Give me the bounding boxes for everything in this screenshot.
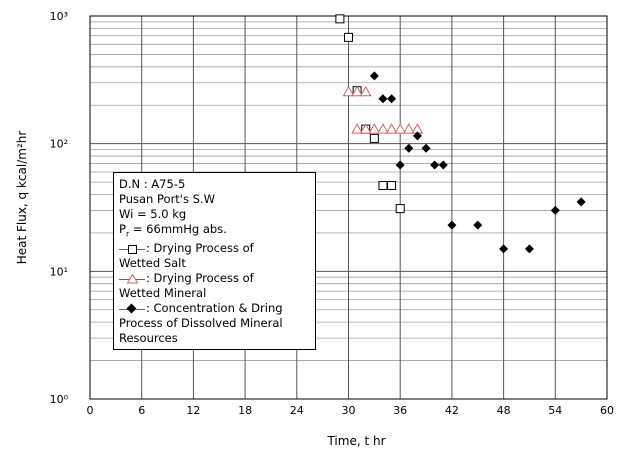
- legend-entry-mineral-cont: Wetted Mineral: [119, 286, 207, 301]
- y-tick-label: 10⁰: [50, 393, 69, 406]
- data-points: [335, 14, 586, 254]
- y-tick-label: 10³: [50, 10, 68, 23]
- square-point: [387, 181, 397, 191]
- diamond-point: [369, 71, 379, 81]
- legend-entry-mineral: : Drying Process of: [119, 271, 311, 286]
- diamond-point: [378, 94, 388, 104]
- square-point: [378, 181, 388, 191]
- diamond-point: [387, 94, 397, 104]
- legend-entry-concentration-cont1: Process of Dissolved Mineral: [119, 316, 283, 331]
- legend-entry-mineral-label: : Drying Process of: [146, 271, 254, 286]
- diamond-point: [412, 131, 422, 141]
- triangle-point: [342, 85, 355, 97]
- triangle-marker-icon: [119, 273, 145, 284]
- diamond-point: [550, 205, 560, 215]
- x-tick-label: 60: [600, 404, 614, 417]
- diamond-point: [395, 160, 405, 170]
- x-tick-label: 18: [238, 404, 252, 417]
- plot-frame: [89, 15, 608, 400]
- legend-line-pressure: Pr = 66mmHg abs.: [119, 222, 311, 241]
- legend-line-source: Pusan Port's S.W: [119, 192, 215, 206]
- x-tick-label: 54: [548, 404, 562, 417]
- diamond-point: [447, 220, 457, 230]
- legend-line-weight: Wi = 5.0 kg: [119, 207, 187, 221]
- x-tick-label: 48: [497, 404, 511, 417]
- triangle-point: [377, 123, 389, 134]
- diamond-point: [524, 244, 534, 254]
- pressure-symbol: P: [119, 222, 126, 236]
- y-tick-labels: 10⁰ 10¹ 10² 10³: [50, 10, 69, 406]
- x-tick-label: 42: [445, 404, 459, 417]
- legend-entry-concentration: : Concentration & Dring: [119, 301, 311, 316]
- square-point: [369, 133, 379, 143]
- diamond-point: [473, 220, 483, 230]
- legend-entry-concentration-cont2: Resources: [119, 331, 178, 346]
- triangle-point: [351, 123, 363, 134]
- legend-line-dn: D.N : A75-5: [119, 177, 186, 191]
- legend-entry-salt-cont: Wetted Salt: [119, 256, 186, 271]
- square-point: [335, 14, 345, 24]
- square-marker-icon: [119, 244, 145, 254]
- diamond-marker-icon: [119, 303, 145, 314]
- diamond-point: [499, 244, 509, 254]
- x-tick-label: 6: [138, 404, 145, 417]
- triangle-point: [351, 85, 363, 97]
- diamond-point: [421, 143, 431, 153]
- triangle-point: [368, 123, 381, 134]
- x-tick-labels: 0 6 12 18 24 30 36 42 48 54 60: [87, 404, 615, 417]
- x-tick-label: 36: [393, 404, 407, 417]
- triangle-point: [359, 85, 372, 97]
- x-tick-label: 24: [290, 404, 304, 417]
- diamond-point: [404, 143, 414, 153]
- x-axis-label: Time, t hr: [326, 434, 385, 448]
- pressure-subscript: r: [125, 229, 130, 239]
- x-tick-label: 12: [186, 404, 200, 417]
- legend: D.N : A75-5 Pusan Port's S.W Wi = 5.0 kg…: [113, 172, 316, 350]
- x-tick-label: 0: [87, 404, 94, 417]
- square-point: [395, 204, 405, 214]
- pressure-value: = 66mmHg abs.: [129, 222, 227, 236]
- triangle-point: [402, 123, 415, 134]
- legend-entry-concentration-label: : Concentration & Dring: [146, 301, 283, 316]
- legend-entry-salt: : Drying Process of: [119, 241, 311, 256]
- diamond-point: [576, 197, 586, 207]
- y-tick-label: 10¹: [50, 265, 68, 278]
- triangle-point: [359, 123, 372, 134]
- diamond-point: [430, 160, 440, 170]
- y-axis-label: Heat Flux, q kcal/m²hr: [15, 131, 29, 265]
- triangle-point: [385, 123, 398, 134]
- legend-entry-salt-label: : Drying Process of: [146, 241, 254, 256]
- x-tick-label: 30: [342, 404, 356, 417]
- diamond-point: [438, 160, 448, 170]
- triangle-point: [394, 123, 407, 134]
- square-point: [344, 32, 353, 42]
- y-tick-label: 10²: [50, 138, 68, 151]
